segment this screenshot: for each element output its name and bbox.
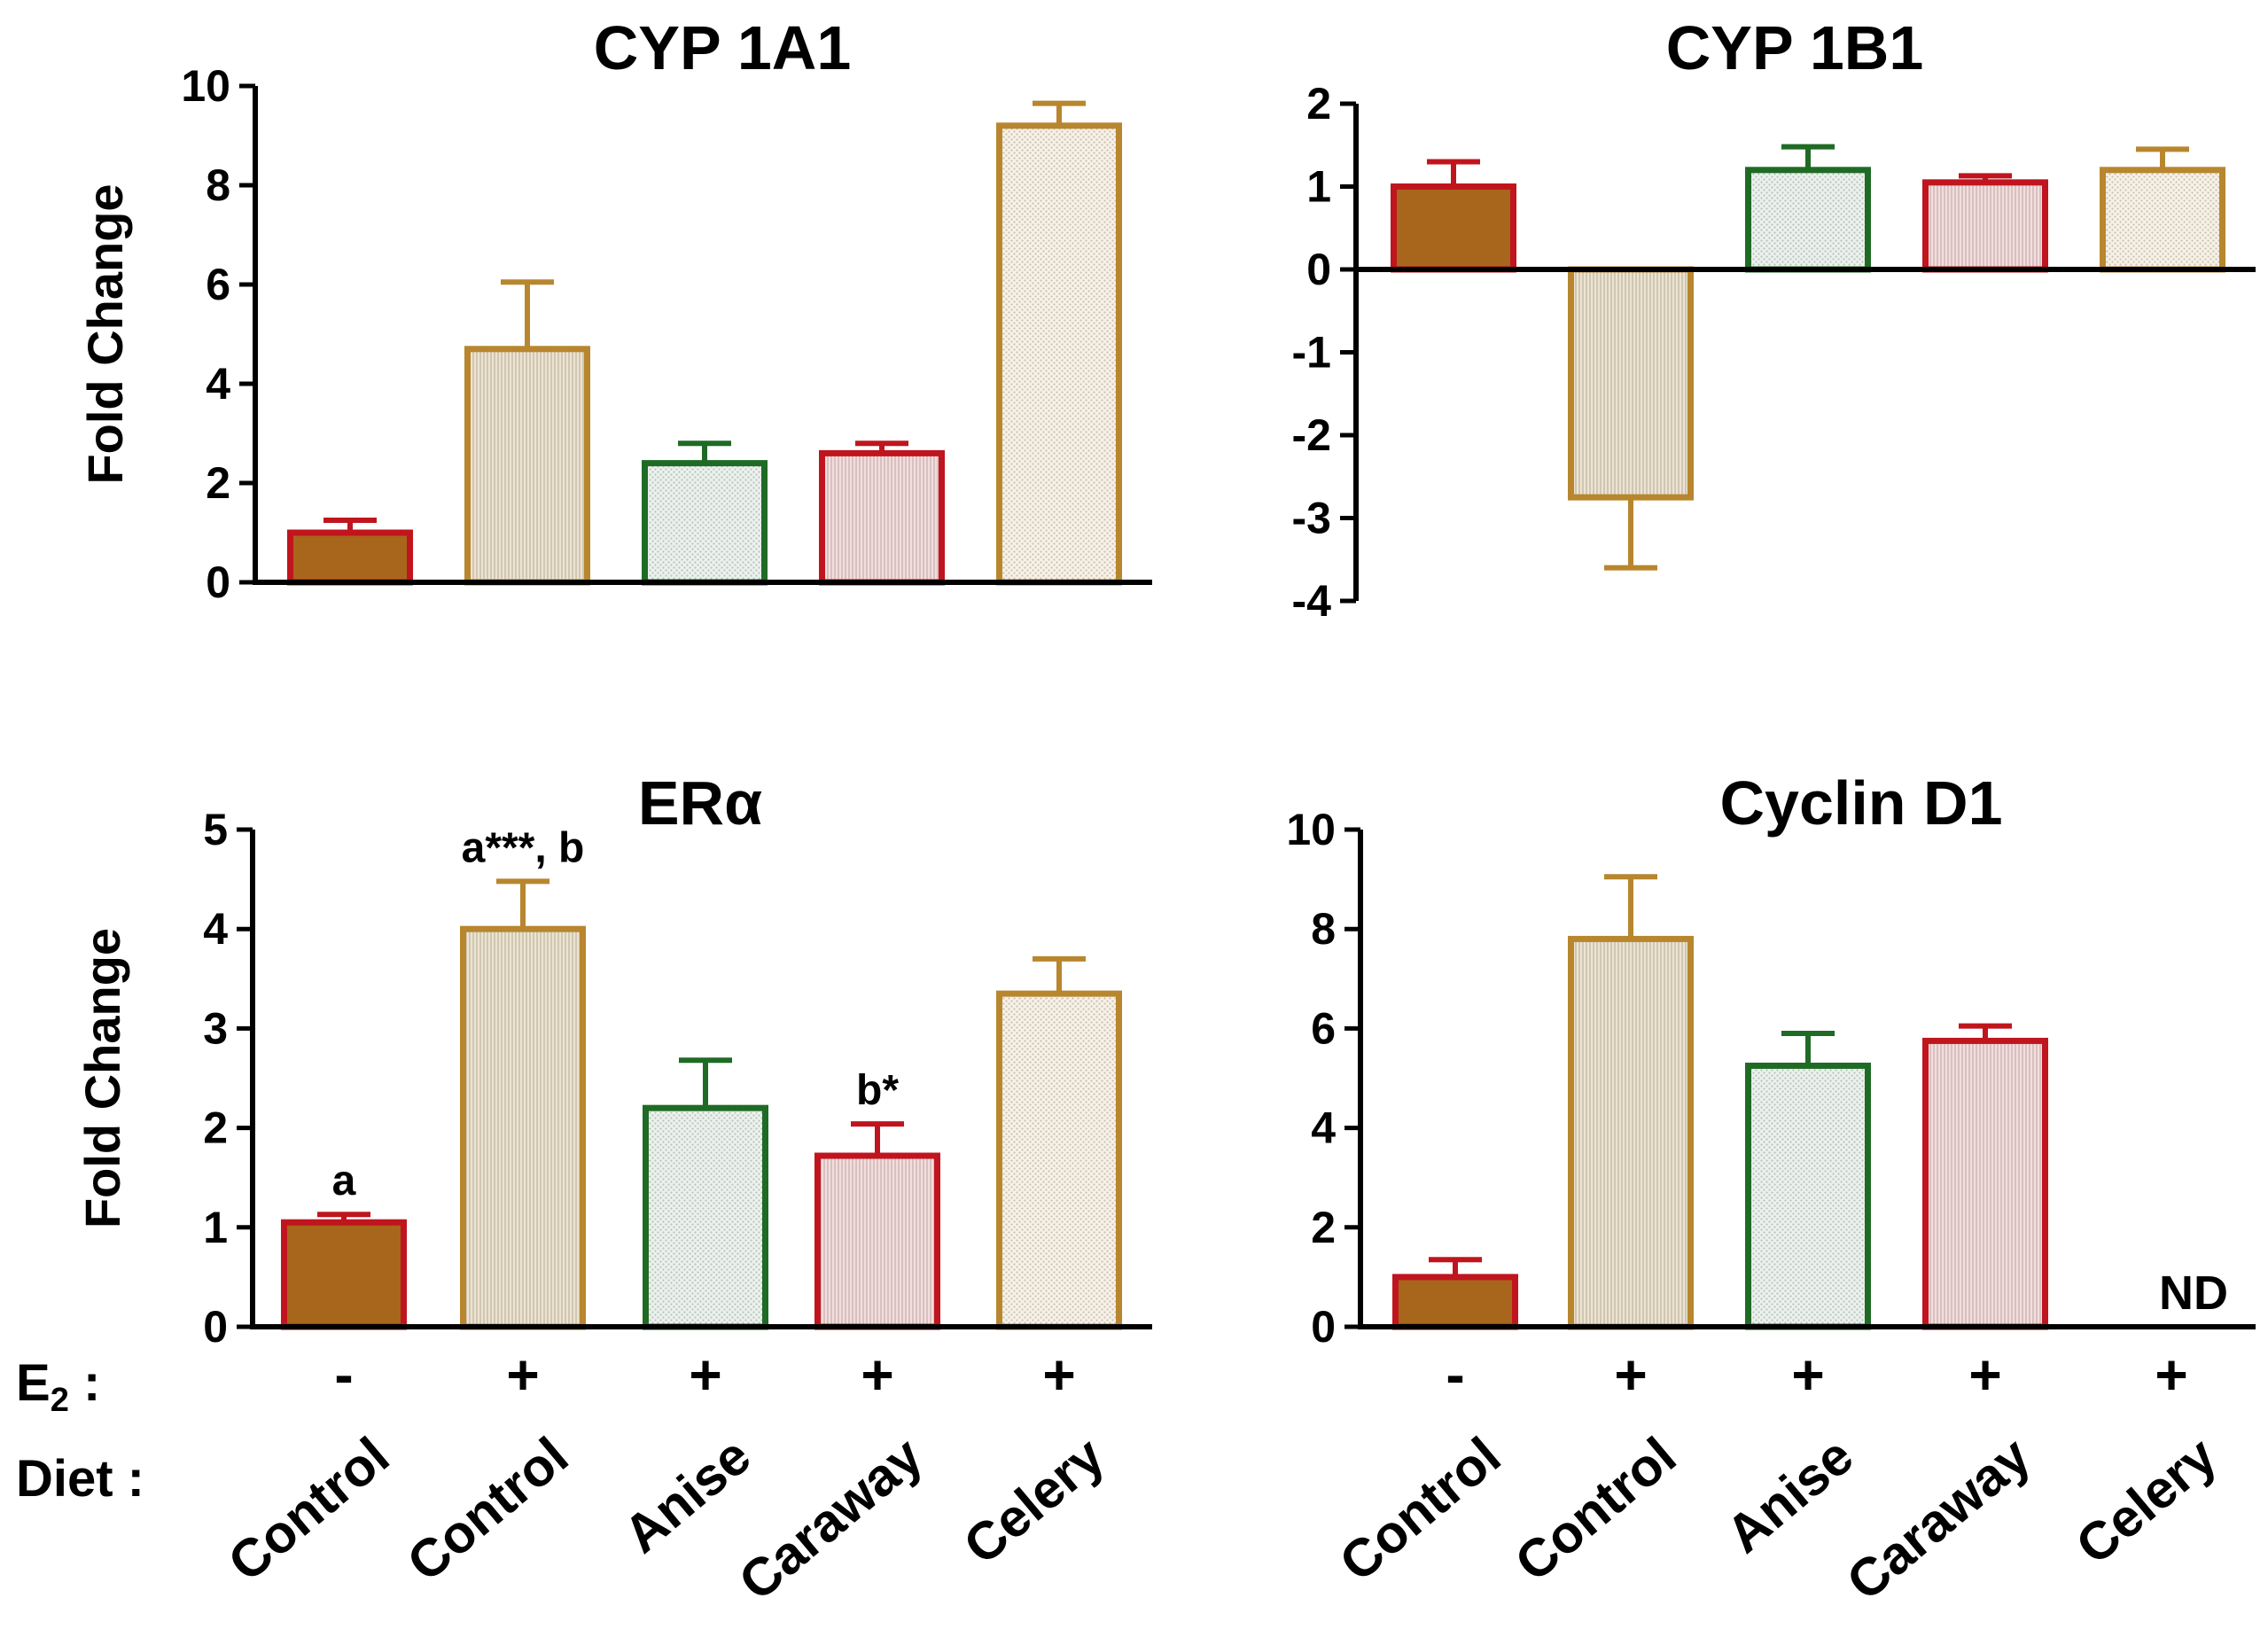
panel-er-alpha: ERα Fold Change a a***, b b* 0 1 2 3 4 5	[74, 768, 1152, 1352]
bar-control-neg	[287, 529, 413, 586]
diet-label-anise: Anise	[612, 1426, 761, 1564]
diet-label-celery: Celery	[2065, 1425, 2228, 1576]
e2-value-caraway: +	[861, 1343, 893, 1407]
y-tick-label: 10	[1286, 805, 1336, 854]
significance-label-caraway: b*	[856, 1067, 899, 1114]
diet-row-label: Diet :	[16, 1450, 144, 1508]
chart-title: Cyclin D1	[1720, 768, 2003, 838]
y-tick-label: 1	[1306, 162, 1331, 212]
y-tick-label: 0	[1311, 1302, 1336, 1352]
diet-label-caraway: Caraway	[1835, 1425, 2042, 1611]
nd-label-celery: ND	[2159, 1267, 2228, 1320]
diet-label-anise: Anise	[1715, 1426, 1864, 1564]
bar-control-neg	[281, 1219, 407, 1330]
diet-label-control-neg: Control	[1329, 1426, 1511, 1593]
y-tick-label: 1	[203, 1203, 228, 1252]
e2-value-celery: +	[1042, 1343, 1075, 1407]
y-axis-label: Fold Change	[74, 928, 130, 1228]
diet-label-control-pos: Control	[1504, 1426, 1687, 1593]
e2-row-label: E2 :	[16, 1354, 100, 1419]
y-tick-label: 2	[1311, 1203, 1336, 1252]
bar-anise	[1745, 167, 1871, 273]
y-tick-label: 2	[1306, 79, 1331, 129]
chart-title: ERα	[638, 768, 762, 838]
e2-value-celery: +	[2155, 1343, 2187, 1407]
bar-caraway	[1922, 179, 2048, 273]
bar-control-pos	[460, 925, 586, 1330]
panel-cyp-1a1: CYP 1A1 Fold Change 0 2 4 6 8 10	[77, 13, 1152, 607]
y-tick-label: 4	[1311, 1103, 1336, 1153]
bar-anise	[1745, 1062, 1871, 1330]
chart-title: CYP 1A1	[594, 13, 852, 82]
significance-label-control-pos: a***, b	[462, 824, 585, 871]
y-tick-label: 0	[203, 1302, 228, 1352]
y-tick-label: -4	[1292, 576, 1332, 626]
diet-label-control-neg: Control	[217, 1426, 400, 1593]
bar-caraway	[814, 1152, 940, 1330]
bar-control-pos	[1568, 266, 1694, 501]
y-tick-label: 3	[203, 1003, 228, 1053]
bar-control-pos	[1568, 935, 1694, 1330]
bar-control-neg	[1392, 1274, 1518, 1330]
e2-value-anise: +	[1791, 1343, 1824, 1407]
e2-value-control-pos: +	[506, 1343, 539, 1407]
bar-control-pos	[464, 346, 590, 586]
y-tick-label: 4	[203, 904, 228, 954]
y-tick-label: 0	[206, 557, 230, 607]
y-axis-label: Fold Change	[77, 183, 133, 484]
bar-anise	[642, 460, 768, 586]
y-tick-label: -2	[1292, 410, 1331, 460]
chart-title: CYP 1B1	[1666, 13, 1924, 82]
y-tick-label: 6	[1311, 1003, 1336, 1053]
y-tick-label: 4	[206, 359, 230, 409]
diet-label-celery: Celery	[953, 1425, 1116, 1576]
panel-cyp-1b1: CYP 1B1 -4 -3 -2 -1 0 1 2	[1292, 13, 2256, 626]
panel-cyclin-d1: Cyclin D1 ND 0 2 4 6 8 10	[1286, 768, 2256, 1352]
y-tick-label: 8	[206, 160, 230, 210]
bar-celery	[996, 990, 1122, 1330]
e2-value-control-neg: -	[1446, 1343, 1464, 1407]
diet-label-caraway: Caraway	[728, 1425, 934, 1611]
e2-value-caraway: +	[1968, 1343, 2001, 1407]
bar-caraway	[1922, 1037, 2048, 1330]
y-tick-label: -1	[1292, 328, 1331, 378]
y-tick-label: 2	[203, 1103, 228, 1153]
y-tick-label: 0	[1306, 245, 1331, 294]
bar-anise	[643, 1104, 768, 1330]
y-tick-label: 6	[206, 260, 230, 309]
y-tick-label: 5	[203, 805, 228, 854]
y-tick-label: 8	[1311, 904, 1336, 954]
bar-celery	[2100, 167, 2225, 273]
e2-value-anise: +	[689, 1343, 721, 1407]
bar-celery	[996, 122, 1122, 586]
y-tick-label: -3	[1292, 494, 1331, 543]
e2-value-control-pos: +	[1614, 1343, 1647, 1407]
y-tick-label: 2	[206, 458, 230, 508]
significance-label-control-neg: a	[332, 1158, 356, 1204]
y-tick-label: 10	[181, 61, 230, 111]
diet-label-control-pos: Control	[396, 1426, 579, 1593]
bar-caraway	[819, 449, 945, 586]
treatment-labels: E2 :Diet :-Control+Control+Anise+Caraway…	[16, 1343, 2228, 1612]
bar-control-neg	[1391, 183, 1516, 273]
e2-value-control-neg: -	[334, 1343, 353, 1407]
